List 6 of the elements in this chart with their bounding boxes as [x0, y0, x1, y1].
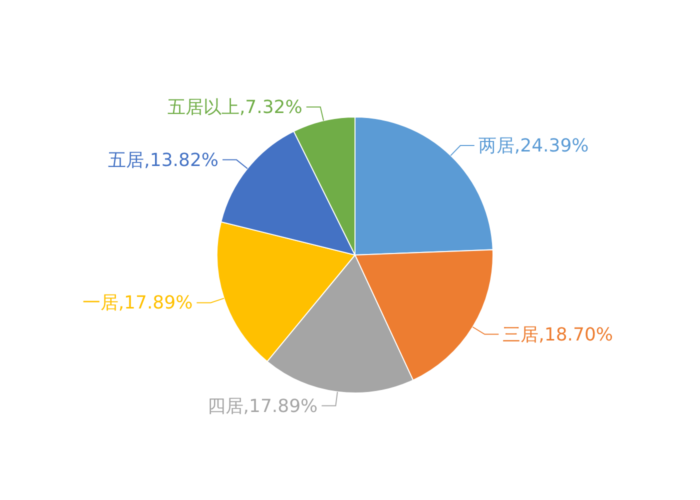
slice-label: 两居,24.39%	[478, 135, 589, 156]
slice-label: 五居,13.82%	[108, 150, 219, 171]
slice-label: 四居,17.89%	[207, 396, 318, 417]
slice-label: 一居,17.89%	[82, 292, 193, 314]
slice-label: 五居以上,7.32%	[167, 97, 302, 118]
slice-label: 三居,18.70%	[502, 324, 614, 346]
